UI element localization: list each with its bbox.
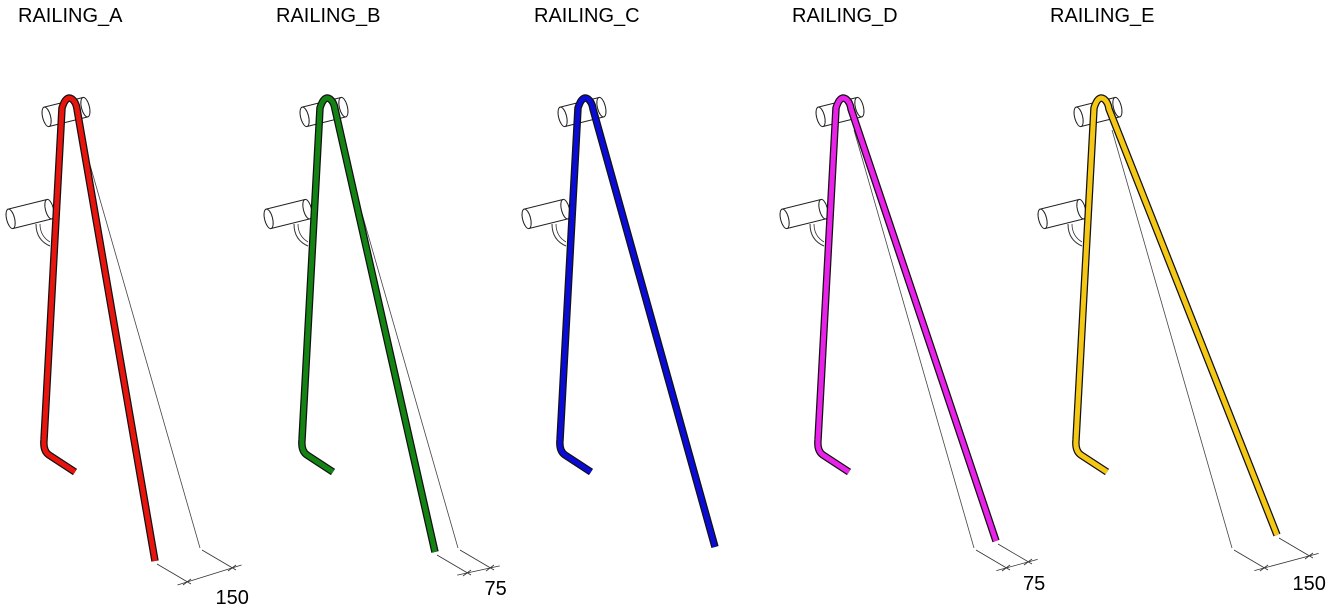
extension-line (201, 549, 237, 571)
guide-line (853, 129, 975, 549)
bracket (1071, 223, 1083, 243)
rail-outline (556, 94, 719, 549)
panel-label: RAILING_B (276, 5, 380, 27)
dimension-line (1254, 553, 1319, 571)
panel-label: RAILING_C (534, 5, 640, 27)
bracket (35, 223, 51, 247)
dimension-tick (485, 564, 495, 572)
rail (815, 95, 999, 542)
extension-line (997, 543, 1033, 565)
rail (557, 95, 718, 548)
dimension-line (457, 565, 500, 576)
panel-label: RAILING_A (18, 5, 123, 27)
rail-outline (814, 94, 1000, 543)
rail (299, 95, 438, 553)
bracket (551, 223, 567, 247)
panel-label: RAILING_D (792, 5, 898, 27)
cylinder-end (1037, 208, 1048, 230)
guide-line (79, 129, 201, 549)
cylinder-end (521, 208, 532, 230)
cylinder-end (338, 96, 349, 118)
dimension-tick (462, 569, 472, 577)
dimension-label: 75 (485, 578, 507, 600)
extension-line (436, 554, 472, 576)
railing-panel: RAILING_B 75 (263, 5, 507, 600)
railing-panel: RAILING_D 75 (779, 5, 1045, 595)
bracket (809, 223, 825, 247)
rail (1073, 95, 1280, 536)
cylinder-end (854, 96, 865, 118)
guide-line (1111, 129, 1233, 549)
bracket (813, 223, 825, 243)
bracket (555, 223, 567, 243)
cylinder (1037, 198, 1087, 230)
rail (41, 95, 158, 562)
railing-panel: RAILING_E 150 (1037, 5, 1326, 595)
panel-label: RAILING_E (1050, 5, 1154, 27)
dimension-tick (227, 564, 237, 572)
dimension-tick (1023, 558, 1033, 566)
cylinder-end (815, 106, 826, 128)
cylinder-end (263, 208, 274, 230)
bracket (1067, 223, 1083, 247)
cylinder (5, 198, 55, 230)
cylinder-end (5, 208, 16, 230)
cylinder-end (41, 106, 52, 128)
extension-line (1233, 549, 1269, 571)
cylinder-end (779, 208, 790, 230)
dimension-line (996, 558, 1038, 572)
railing-panel: RAILING_C (521, 5, 719, 549)
bracket (293, 223, 309, 247)
cylinder-end (596, 96, 607, 118)
cylinder (263, 198, 313, 230)
dimension-tick (1304, 552, 1314, 560)
dimension-label: 75 (1023, 573, 1045, 595)
dimension-tick (182, 578, 192, 586)
bracket (39, 223, 51, 243)
extension-line (975, 549, 1011, 571)
dimension-tick (1259, 564, 1269, 572)
cylinder (779, 198, 829, 230)
cylinder-end (1073, 106, 1084, 128)
cylinder-end (557, 106, 568, 128)
bracket (297, 223, 309, 243)
extension-line (1278, 537, 1314, 559)
cylinder-end (80, 96, 91, 118)
cylinder (521, 198, 571, 230)
cylinder-end (1112, 96, 1123, 118)
rail-outline (298, 94, 439, 553)
extension-line (459, 549, 495, 571)
dimension-tick (1001, 564, 1011, 572)
dimension-label: 150 (1293, 573, 1326, 595)
railing-panel: RAILING_A 150 (5, 5, 249, 608)
extension-line (156, 563, 192, 585)
dimension-label: 150 (216, 587, 249, 608)
cylinder-end (299, 106, 310, 128)
